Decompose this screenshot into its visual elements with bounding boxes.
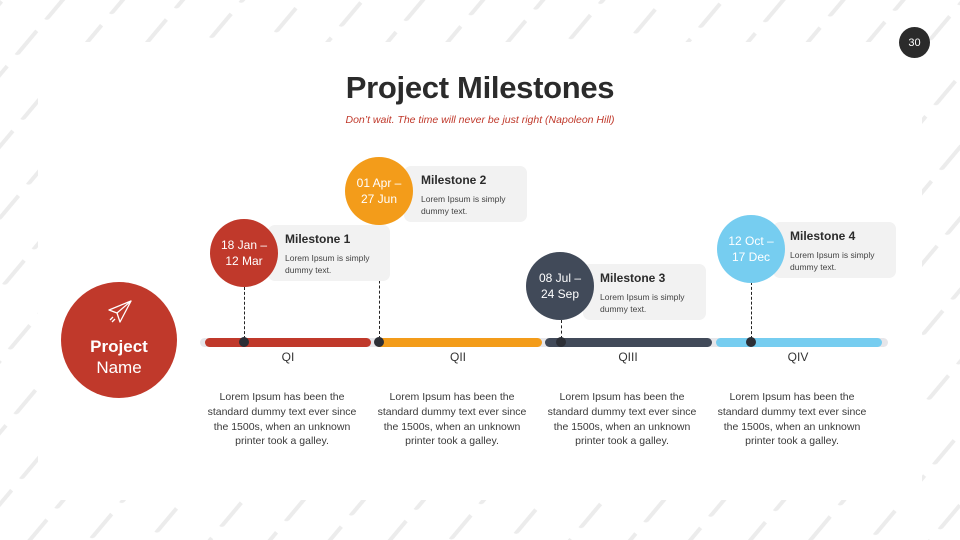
quarter-2-description: Lorem Ipsum has been the standard dummy … — [377, 391, 527, 448]
project-label-line2: Name — [96, 358, 142, 377]
milestone-2-title: Milestone 2 — [421, 173, 487, 187]
milestone-4-date-circle: 12 Oct – 17 Dec — [717, 215, 785, 283]
quarter-label-q3: QIII — [618, 350, 638, 364]
slide-title: Project Milestones — [345, 70, 615, 105]
page-number-badge: 30 — [899, 27, 930, 58]
paper-plane-icon — [108, 300, 132, 323]
slide-subtitle: Don’t wait. The time will never be just … — [345, 114, 615, 126]
milestone-2-marker — [374, 337, 384, 347]
milestone-2-date-start: 01 Apr – — [356, 176, 402, 190]
milestone-2-date-circle: 01 Apr – 27 Jun — [345, 157, 413, 225]
quarter-label-q2: QII — [449, 350, 466, 364]
project-name-circle: Project Name — [61, 282, 177, 398]
milestone-3-title: Milestone 3 — [600, 271, 666, 285]
milestone-3-card: Milestone 3 Lorem Ipsum is simply dummy … — [583, 264, 706, 320]
milestone-4-marker — [746, 337, 756, 347]
project-label-line1: Project — [90, 337, 148, 356]
milestone-1-text: Lorem Ipsum is simply dummy text. — [285, 253, 370, 275]
quarter-3-description: Lorem Ipsum has been the standard dummy … — [547, 391, 697, 448]
milestone-3-date-circle: 08 Jul – 24 Sep — [526, 252, 594, 320]
quarter-1-description: Lorem Ipsum has been the standard dummy … — [207, 391, 357, 448]
milestone-1-date-circle: 18 Jan – 12 Mar — [210, 219, 278, 287]
milestone-1-date-start: 18 Jan – — [220, 238, 268, 252]
milestone-3-text: Lorem Ipsum is simply dummy text. — [600, 292, 685, 314]
milestone-1-card: Milestone 1 Lorem Ipsum is simply dummy … — [268, 225, 390, 281]
milestone-2-text: Lorem Ipsum is simply dummy text. — [421, 194, 506, 216]
milestone-4-title: Milestone 4 — [790, 229, 856, 243]
milestone-4-connector — [751, 282, 752, 339]
milestone-4-date-end: 17 Dec — [731, 250, 770, 264]
quarter-label-q1: QI — [281, 350, 295, 364]
milestone-1-marker — [239, 337, 249, 347]
milestone-3-date-end: 24 Sep — [540, 287, 580, 301]
milestone-1-title: Milestone 1 — [285, 232, 351, 246]
timeline-segment-q1 — [205, 338, 371, 347]
milestone-2-card: Milestone 2 Lorem Ipsum is simply dummy … — [404, 166, 527, 222]
milestone-2-date-end: 27 Jun — [360, 192, 397, 206]
milestone-1-connector — [244, 287, 245, 339]
quarter-4-description: Lorem Ipsum has been the standard dummy … — [717, 391, 867, 448]
milestone-3-marker — [556, 337, 566, 347]
milestone-4-card: Milestone 4 Lorem Ipsum is simply dummy … — [773, 222, 896, 278]
milestone-1-date-end: 12 Mar — [225, 254, 263, 268]
milestone-4-text: Lorem Ipsum is simply dummy text. — [790, 250, 875, 272]
timeline-segment-q4 — [716, 338, 882, 347]
timeline-segment-q2 — [375, 338, 542, 347]
timeline-segment-q3 — [545, 338, 712, 347]
quarter-label-q4: QIV — [787, 350, 809, 364]
milestone-4-date-start: 12 Oct – — [728, 234, 774, 248]
milestone-3-date-start: 08 Jul – — [538, 271, 582, 285]
